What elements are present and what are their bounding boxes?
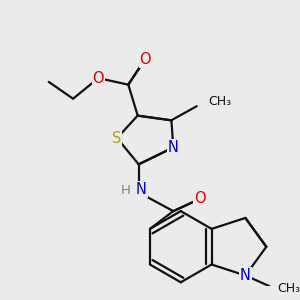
Text: O: O [92,70,104,86]
Text: CH₃: CH₃ [208,95,231,108]
Text: N: N [168,140,179,155]
Text: H: H [121,184,130,197]
Text: N: N [136,182,147,197]
Text: CH₃: CH₃ [277,283,300,296]
Text: N: N [240,268,251,283]
Text: S: S [112,130,122,146]
Text: O: O [194,191,205,206]
Text: O: O [140,52,151,67]
